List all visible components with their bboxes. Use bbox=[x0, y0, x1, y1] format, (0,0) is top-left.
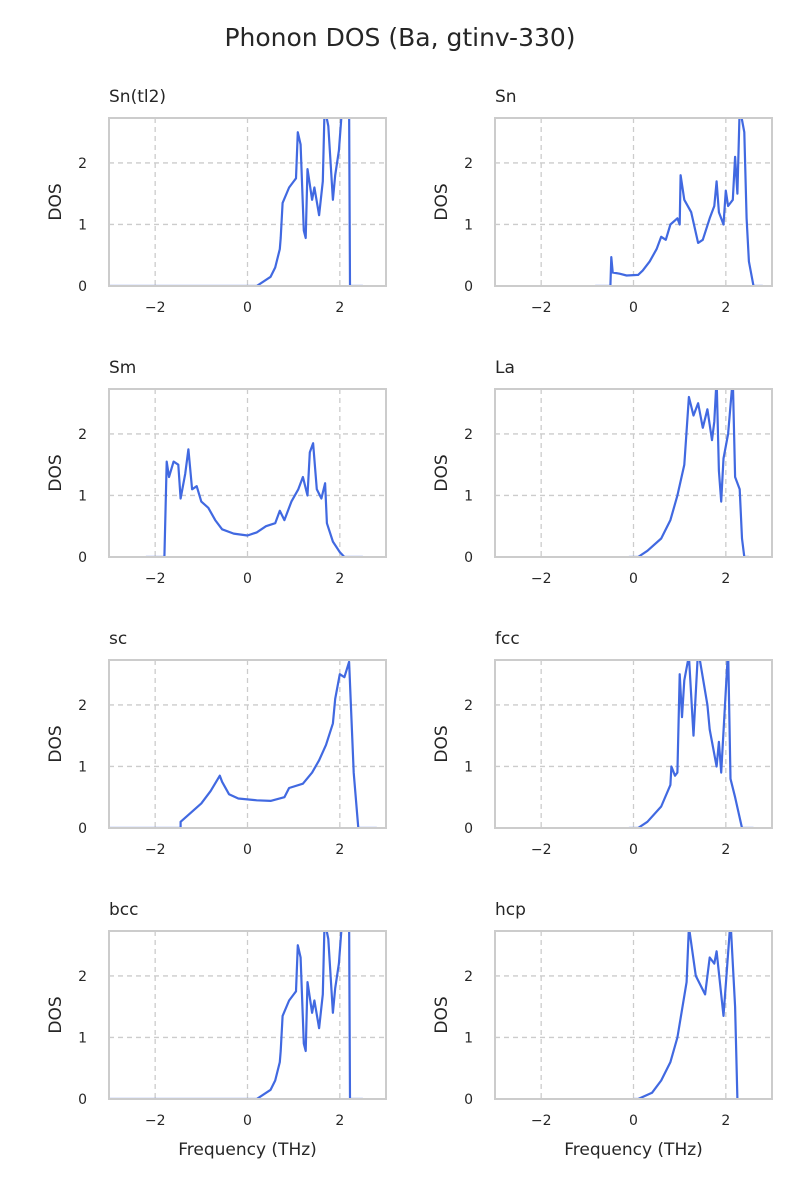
dos-line-hcp bbox=[633, 931, 739, 1099]
y-tick-label: 0 bbox=[464, 550, 473, 566]
y-tick-label: 1 bbox=[464, 217, 473, 233]
x-tick-label: −2 bbox=[531, 842, 552, 858]
y-tick-label: 2 bbox=[78, 156, 87, 172]
subplot-Sn: −2 0 2 0 1 2 Sn DOS bbox=[432, 87, 773, 316]
axes-frame bbox=[494, 117, 773, 287]
x-tick-label: 2 bbox=[721, 1113, 730, 1129]
x-tick-label: 0 bbox=[243, 571, 252, 587]
y-tick-label: 1 bbox=[464, 1030, 473, 1046]
subplot-title: fcc bbox=[495, 629, 520, 649]
x-tick-label: 0 bbox=[243, 1113, 252, 1129]
subplot-title: Sn bbox=[495, 87, 517, 107]
y-tick-label: 0 bbox=[78, 821, 87, 837]
y-tick-label: 1 bbox=[464, 488, 473, 504]
y-axis-label: DOS bbox=[432, 183, 452, 220]
x-tick-label: −2 bbox=[145, 571, 166, 587]
x-tick-label: 2 bbox=[335, 300, 344, 316]
x-tick-label: 0 bbox=[629, 300, 638, 316]
x-tick-label: 0 bbox=[629, 842, 638, 858]
dos-line-Sn(tl2) bbox=[109, 118, 363, 286]
axes-frame bbox=[108, 659, 387, 829]
dos-line-bcc bbox=[109, 931, 363, 1099]
y-tick-label: 0 bbox=[464, 279, 473, 295]
dos-line-Sm bbox=[145, 442, 363, 557]
subplot-title: La bbox=[495, 358, 515, 378]
subplot-title: Sm bbox=[109, 358, 136, 378]
x-tick-label: 2 bbox=[335, 571, 344, 587]
dos-line-fcc bbox=[628, 660, 754, 828]
y-tick-label: 2 bbox=[78, 969, 87, 985]
y-axis-label: DOS bbox=[46, 996, 66, 1033]
axes-frame bbox=[494, 930, 773, 1100]
x-tick-label: −2 bbox=[145, 300, 166, 316]
y-tick-label: 0 bbox=[78, 550, 87, 566]
subplot-title: hcp bbox=[495, 900, 526, 920]
y-axis-label: DOS bbox=[432, 725, 452, 762]
x-tick-label: 2 bbox=[721, 300, 730, 316]
x-axis-label: Frequency (THz) bbox=[564, 1140, 703, 1160]
subplot-Sm: −2 0 2 0 1 2 Sm DOS bbox=[46, 358, 387, 587]
y-tick-label: 2 bbox=[78, 698, 87, 714]
x-tick-label: 0 bbox=[243, 842, 252, 858]
x-tick-label: 2 bbox=[335, 842, 344, 858]
y-axis-label: DOS bbox=[432, 454, 452, 491]
y-tick-label: 2 bbox=[464, 156, 473, 172]
y-tick-label: 1 bbox=[78, 759, 87, 775]
y-axis-label: DOS bbox=[46, 454, 66, 491]
y-tick-label: 0 bbox=[78, 1092, 87, 1108]
axes-frame bbox=[108, 117, 387, 287]
x-tick-label: −2 bbox=[531, 571, 552, 587]
y-tick-label: 0 bbox=[464, 821, 473, 837]
subplot-La: −2 0 2 0 1 2 La DOS bbox=[432, 358, 773, 587]
y-tick-label: 0 bbox=[78, 279, 87, 295]
subplot-fcc: −2 0 2 0 1 2 fcc DOS bbox=[432, 629, 773, 858]
y-tick-label: 2 bbox=[78, 427, 87, 443]
y-tick-label: 2 bbox=[464, 969, 473, 985]
subplot-Sn(tl2): −2 0 2 0 1 2 Sn(tl2) DOS bbox=[46, 87, 387, 316]
subplot-title: Sn(tl2) bbox=[109, 87, 166, 107]
dos-line-sc bbox=[109, 660, 377, 828]
subplot-title: sc bbox=[109, 629, 127, 649]
figure-title: Phonon DOS (Ba, gtinv-330) bbox=[224, 23, 575, 52]
axes-frame bbox=[494, 659, 773, 829]
subplot-hcp: −2 0 2 0 1 2 hcp DOS Frequency (THz) bbox=[432, 900, 773, 1160]
x-tick-label: −2 bbox=[145, 842, 166, 858]
x-tick-label: 0 bbox=[629, 1113, 638, 1129]
x-tick-label: 2 bbox=[335, 1113, 344, 1129]
subplot-sc: −2 0 2 0 1 2 sc DOS bbox=[46, 629, 387, 858]
axes-frame bbox=[494, 388, 773, 558]
y-tick-label: 2 bbox=[464, 698, 473, 714]
x-tick-label: 2 bbox=[721, 842, 730, 858]
x-axis-label: Frequency (THz) bbox=[178, 1140, 317, 1160]
subplot-title: bcc bbox=[109, 900, 138, 920]
x-tick-label: −2 bbox=[531, 1113, 552, 1129]
dos-line-Sn bbox=[595, 118, 763, 286]
axes-frame bbox=[108, 388, 387, 558]
axes-frame bbox=[108, 930, 387, 1100]
x-tick-label: −2 bbox=[531, 300, 552, 316]
x-tick-label: 2 bbox=[721, 571, 730, 587]
x-tick-label: 0 bbox=[243, 300, 252, 316]
y-axis-label: DOS bbox=[432, 996, 452, 1033]
y-tick-label: 1 bbox=[78, 217, 87, 233]
y-tick-label: 1 bbox=[78, 488, 87, 504]
y-tick-label: 1 bbox=[78, 1030, 87, 1046]
y-tick-label: 2 bbox=[464, 427, 473, 443]
dos-line-La bbox=[628, 389, 749, 557]
y-tick-label: 0 bbox=[464, 1092, 473, 1108]
x-tick-label: −2 bbox=[145, 1113, 166, 1129]
y-axis-label: DOS bbox=[46, 183, 66, 220]
y-axis-label: DOS bbox=[46, 725, 66, 762]
x-tick-label: 0 bbox=[629, 571, 638, 587]
y-tick-label: 1 bbox=[464, 759, 473, 775]
subplot-bcc: −2 0 2 0 1 2 bcc DOS Frequency (THz) bbox=[46, 900, 387, 1160]
